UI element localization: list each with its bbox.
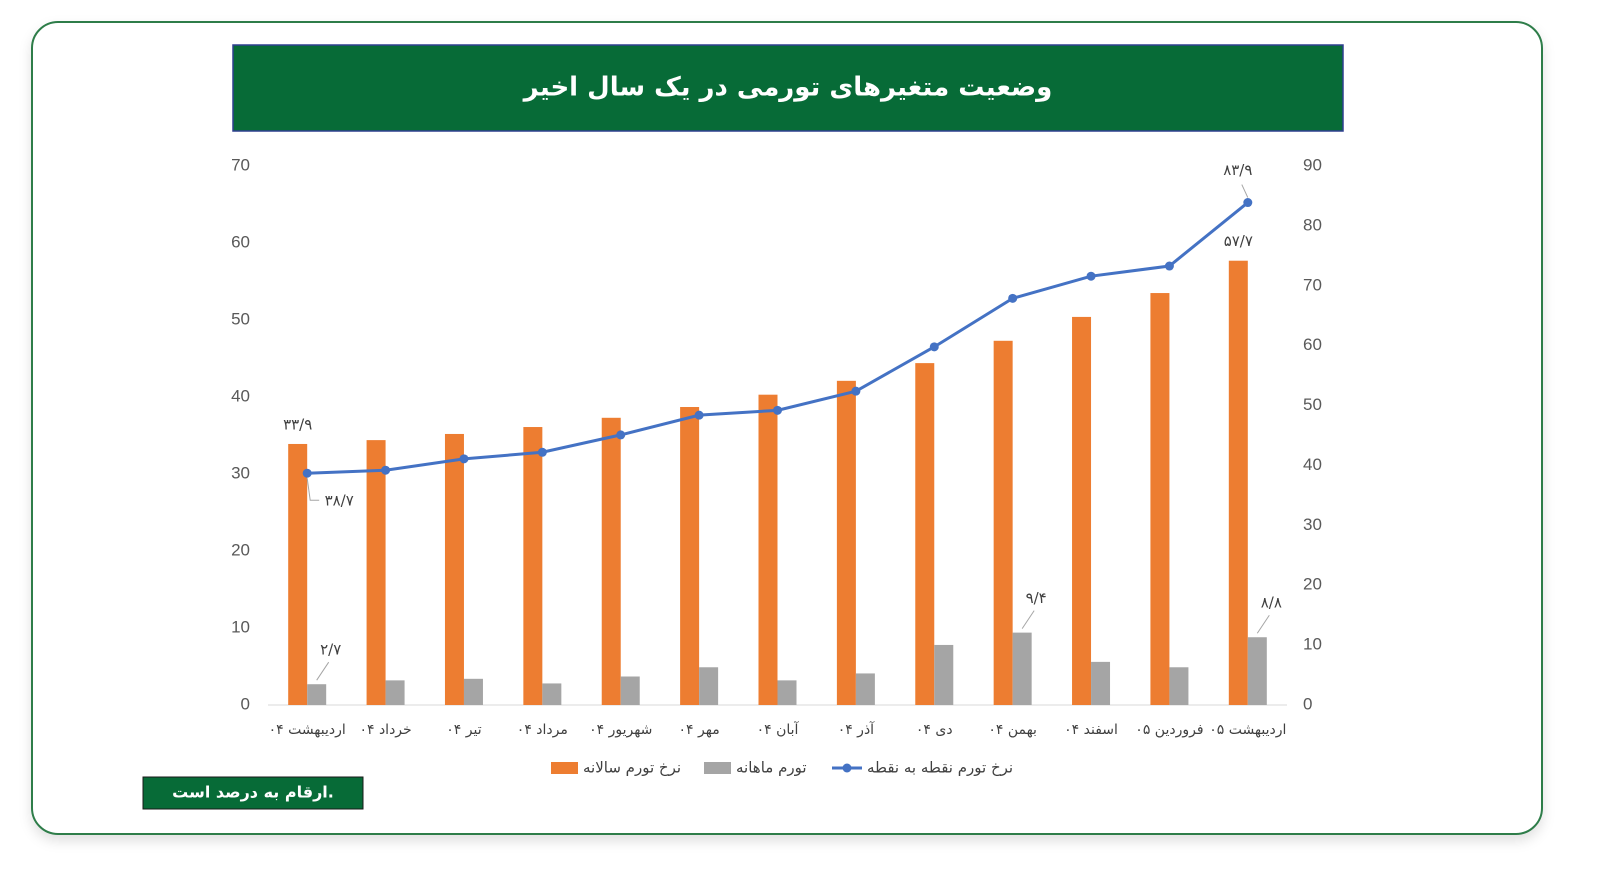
data-label: ۹/۴ [1026,589,1047,607]
bar [1072,316,1092,705]
bar [601,417,621,705]
legend-label: نرخ تورم سالانه [583,759,681,777]
bar [934,644,954,705]
bar [855,673,875,705]
bar [288,443,308,705]
line-marker [773,405,782,415]
y2-tick-label: 40 [1303,455,1322,474]
line-marker [1086,271,1096,281]
y-tick-label: 40 [231,386,250,405]
x-tick-label: اردیبهشت ۰۵ [1209,722,1286,738]
line-marker [1008,293,1018,303]
bar [366,440,386,705]
data-label: ۲/۷ [320,641,341,659]
line-marker [694,410,704,420]
card [31,21,1543,835]
data-label: ۳۸/۷ [325,492,354,510]
y2-tick-label: 60 [1303,335,1322,354]
label-leader [306,478,320,501]
y-tick-label: 60 [231,232,250,251]
bar [1228,260,1248,705]
bar [385,680,405,705]
line-marker [1243,198,1253,208]
bar [1169,667,1189,705]
x-tick-label: شهریور ۰۴ [589,722,652,738]
label-leader [1021,610,1035,629]
y-tick-label: 30 [231,463,250,482]
x-tick-label: بهمن ۰۴ [988,722,1037,738]
chart-title: وضعیت متغیرهای تورمی در یک سال اخیر [522,73,1053,103]
bar [1247,637,1267,705]
legend-label: تورم ماهانه [736,759,807,777]
y2-tick-label: 20 [1303,575,1322,594]
line-marker [302,468,312,478]
legend-swatch [551,762,578,774]
y2-tick-label: 0 [1303,694,1312,713]
bar [1091,661,1111,705]
y2-tick-label: 80 [1303,215,1322,234]
bar [444,433,464,705]
bar [836,380,856,705]
y-tick-label: 10 [231,617,250,636]
x-tick-label: آبان ۰۴ [757,721,800,738]
note: ارقام به درصد است. [172,783,334,802]
line-marker [929,342,939,352]
data-label: ۸۳/۹ [1223,161,1252,179]
x-tick-label: مهر ۰۴ [679,722,720,738]
y-tick-label: 70 [231,155,250,174]
bar [777,680,797,705]
data-label: ۳۳/۹ [283,415,312,433]
label-leader [1256,614,1270,634]
bar [699,667,719,705]
y-tick-label: 20 [231,540,250,559]
y2-tick-label: 10 [1303,635,1322,654]
line-marker [381,465,391,475]
data-label: ۸/۸ [1261,594,1282,612]
bar [915,363,935,705]
bar [1150,293,1170,705]
y-tick-label: 0 [241,694,250,713]
bar [307,684,327,705]
bar [620,676,640,705]
bar [680,407,700,705]
note-box [142,776,364,810]
y2-tick-label: 50 [1303,395,1322,414]
y2-tick-label: 90 [1303,155,1322,174]
line-marker [616,430,626,440]
legend-swatch [704,762,731,774]
x-tick-label: خرداد ۰۴ [359,722,411,738]
line-marker [537,447,547,457]
bar [542,683,562,705]
x-tick-label: اسفند ۰۴ [1064,722,1118,738]
y2-tick-label: 70 [1303,275,1322,294]
legend-label: نرخ تورم نقطه به نقطه [867,759,1013,777]
x-tick-label: مرداد ۰۴ [517,722,568,738]
x-tick-label: دی ۰۴ [916,722,953,738]
bar [1012,632,1032,705]
bar [993,340,1013,705]
y-tick-label: 50 [231,309,250,328]
y2-tick-label: 30 [1303,515,1322,534]
bar [523,427,543,705]
x-tick-label: اردیبهشت ۰۴ [269,722,346,738]
x-tick-label: تیر ۰۴ [446,722,481,738]
data-label: ۵۷/۷ [1224,232,1253,250]
line-marker [1164,261,1174,271]
bar [758,394,778,705]
title-banner [232,44,1344,132]
bar [463,678,483,705]
label-leader [1241,184,1249,198]
label-leader [316,661,330,681]
line-marker [459,454,469,464]
x-tick-label: آذر ۰۴ [838,721,875,738]
line-marker [851,386,861,396]
legend-swatch [842,763,852,773]
x-tick-label: فروردین ۰۵ [1135,722,1203,738]
